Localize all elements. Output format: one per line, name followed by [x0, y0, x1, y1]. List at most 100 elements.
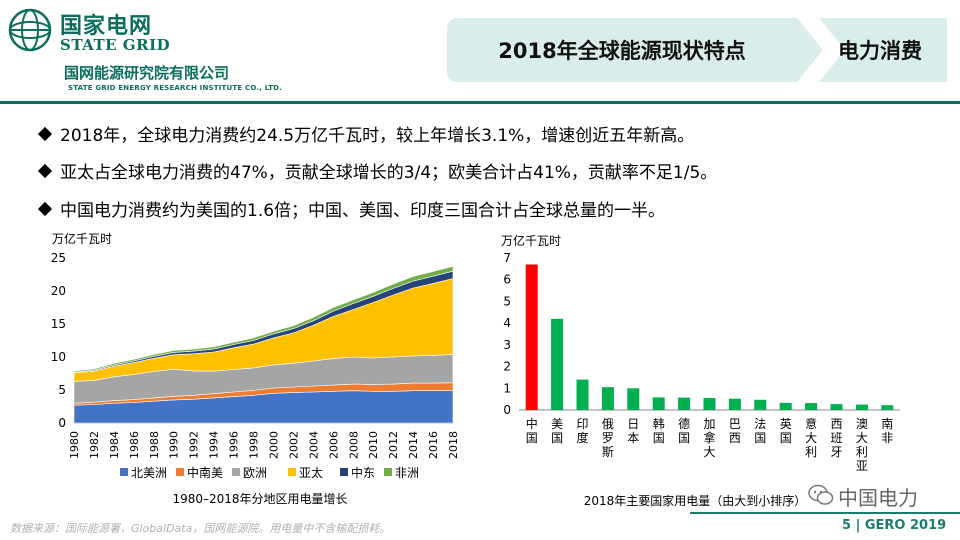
area-x-tick-label: 1980 [68, 431, 81, 459]
area-x-tick-label: 2008 [347, 431, 360, 459]
area-chart-title: 1980–2018年分地区用电量增长 [172, 492, 347, 506]
bar-x-tick-label: 德国 [678, 416, 690, 445]
area-y-tick-label: 20 [51, 284, 66, 298]
bar-y-tick-label: 5 [503, 294, 511, 308]
bullet-item: 中国电力消费约为美国的1.6倍；中国、美国、印度三国合计占全球总量的一半。 [37, 196, 666, 221]
bar-12 [830, 404, 843, 410]
bullet-item: 亚太占全球电力消费的47%，贡献全球增长的3/4；欧美合计占41%，贡献率不足1… [37, 158, 718, 183]
area-x-tick-label: 2006 [327, 431, 340, 459]
bullet-text: 中国电力消费约为美国的1.6倍；中国、美国、印度三国合计占全球总量的一半。 [60, 201, 666, 221]
data-source-note: 数据来源：国际能源署，GlobalData，国网能源院。用电量中不含输配损耗。 [10, 522, 391, 535]
bar-y-tick-label: 7 [503, 251, 511, 265]
bar-4 [627, 388, 640, 410]
bar-x-tick-label: 南非 [881, 416, 893, 445]
regional-consumption-area-chart: 万亿千瓦时 0 5 10 15 20 25 1980 1982 1984 1986 1988 199… [51, 231, 460, 506]
legend-label: 非洲 [395, 466, 419, 480]
bar-8 [728, 398, 741, 410]
area-series-5 [73, 265, 454, 373]
bar-11 [805, 403, 818, 410]
header-divider [0, 101, 960, 104]
bar-chart-title: 2018年主要国家用电量（由大到小排序） [584, 493, 807, 508]
area-x-tick-label: 1994 [208, 431, 221, 459]
area-x-tick-label: 1990 [168, 431, 181, 459]
area-x-tick-label: 2004 [307, 431, 320, 459]
bullet-item: 2018年，全球电力消费约24.5万亿千瓦时，较上年增长3.1%，增速创近五年新… [37, 121, 695, 146]
bar-1 [551, 318, 564, 410]
area-x-tick-label: 2014 [407, 431, 420, 459]
bar-x-tick-label: 美国 [551, 417, 563, 445]
area-x-tick-label: 2010 [367, 431, 380, 459]
bar-7 [703, 398, 716, 410]
bar-3 [601, 387, 614, 410]
section-title: 电力消费 [838, 39, 922, 63]
footer-divider [690, 512, 960, 514]
legend-swatch [120, 468, 128, 476]
bar-y-tick-label: 4 [503, 316, 511, 330]
bullet-text: 2018年，全球电力消费约24.5万亿千瓦时，较上年增长3.1%，增速创近五年新… [60, 126, 695, 146]
bar-x-tick-label: 韩国 [653, 416, 665, 445]
page-title: 2018年全球能源现状特点 [498, 39, 746, 63]
institute-name-cn: 国网能源研究院有限公司 [64, 64, 230, 82]
bar-y-tick-label: 0 [503, 403, 511, 417]
area-y-tick-label: 0 [58, 416, 66, 430]
area-y-tick-label: 25 [51, 251, 66, 265]
legend-label: 亚太 [299, 465, 323, 480]
institute-name-en: STATE GRID ENERGY RESEARCH INSTITUTE CO.… [68, 84, 283, 92]
bar-2 [576, 379, 589, 410]
legend-swatch [340, 468, 348, 476]
area-y-tick-label: 5 [58, 383, 66, 397]
area-x-tick-label: 1982 [88, 431, 101, 459]
bar-x-tick-label: 巴西 [729, 417, 741, 445]
bullet-text: 亚太占全球电力消费的47%，贡献全球增长的3/4；欧美合计占41%，贡献率不足1… [60, 163, 718, 183]
legend-label: 中南美 [187, 465, 223, 480]
section-banner [797, 18, 947, 82]
legend-swatch [288, 468, 296, 476]
area-x-tick-label: 2018 [447, 431, 460, 459]
bar-x-tick-label: 加拿大 [703, 417, 715, 459]
bar-y-tick-label: 2 [503, 360, 511, 374]
legend-label: 北美洲 [131, 466, 167, 480]
bar-x-tick-label: 西班牙 [830, 417, 842, 459]
legend-label: 欧洲 [243, 466, 267, 480]
wechat-icon [808, 484, 834, 505]
area-x-tick-label: 1998 [248, 431, 261, 459]
bar-x-tick-label: 法国 [754, 417, 766, 445]
bar-x-tick-label: 印度 [576, 417, 588, 445]
state-grid-logo-icon [8, 8, 52, 52]
area-x-tick-label: 2000 [267, 431, 280, 459]
diamond-bullet-icon [37, 126, 53, 141]
bar-x-tick-label: 日本 [627, 417, 639, 445]
legend-swatch [176, 468, 184, 476]
watermark-text: 中国电力 [838, 486, 918, 510]
bar-x-tick-label: 英国 [780, 417, 792, 445]
brand-name-cn: 国家电网 [60, 14, 153, 39]
bar-9 [754, 399, 767, 410]
title-banner [447, 18, 797, 82]
bar-x-tick-label: 意大利 [805, 416, 817, 459]
bar-x-tick-label: 澳大利亚 [856, 417, 868, 473]
legend-label: 中东 [351, 465, 375, 480]
area-x-tick-label: 1992 [188, 431, 201, 459]
area-y-unit-label: 万亿千瓦时 [52, 231, 112, 246]
area-y-tick-label: 10 [51, 350, 66, 364]
area-x-tick-label: 1984 [108, 431, 121, 459]
bar-0 [525, 264, 538, 410]
bar-y-tick-label: 6 [503, 273, 511, 287]
bar-14 [881, 405, 894, 410]
bar-5 [652, 397, 665, 410]
area-x-tick-label: 2002 [287, 431, 300, 459]
area-x-tick-label: 2012 [387, 431, 400, 459]
bar-x-tick-label: 中国 [526, 416, 538, 445]
area-x-tick-label: 1986 [128, 431, 141, 459]
page-number: 5 | GERO 2019 [842, 518, 947, 533]
diamond-bullet-icon [37, 201, 53, 216]
bar-y-tick-label: 1 [503, 381, 511, 395]
legend-swatch [384, 468, 392, 476]
area-x-tick-label: 1996 [228, 431, 241, 459]
area-x-tick-label: 2016 [427, 431, 440, 459]
bar-y-unit-label: 万亿千瓦时 [501, 233, 561, 248]
bar-y-tick-label: 3 [503, 338, 511, 352]
brand-name-en: STATE GRID [60, 36, 171, 54]
area-y-tick-label: 15 [51, 317, 66, 331]
